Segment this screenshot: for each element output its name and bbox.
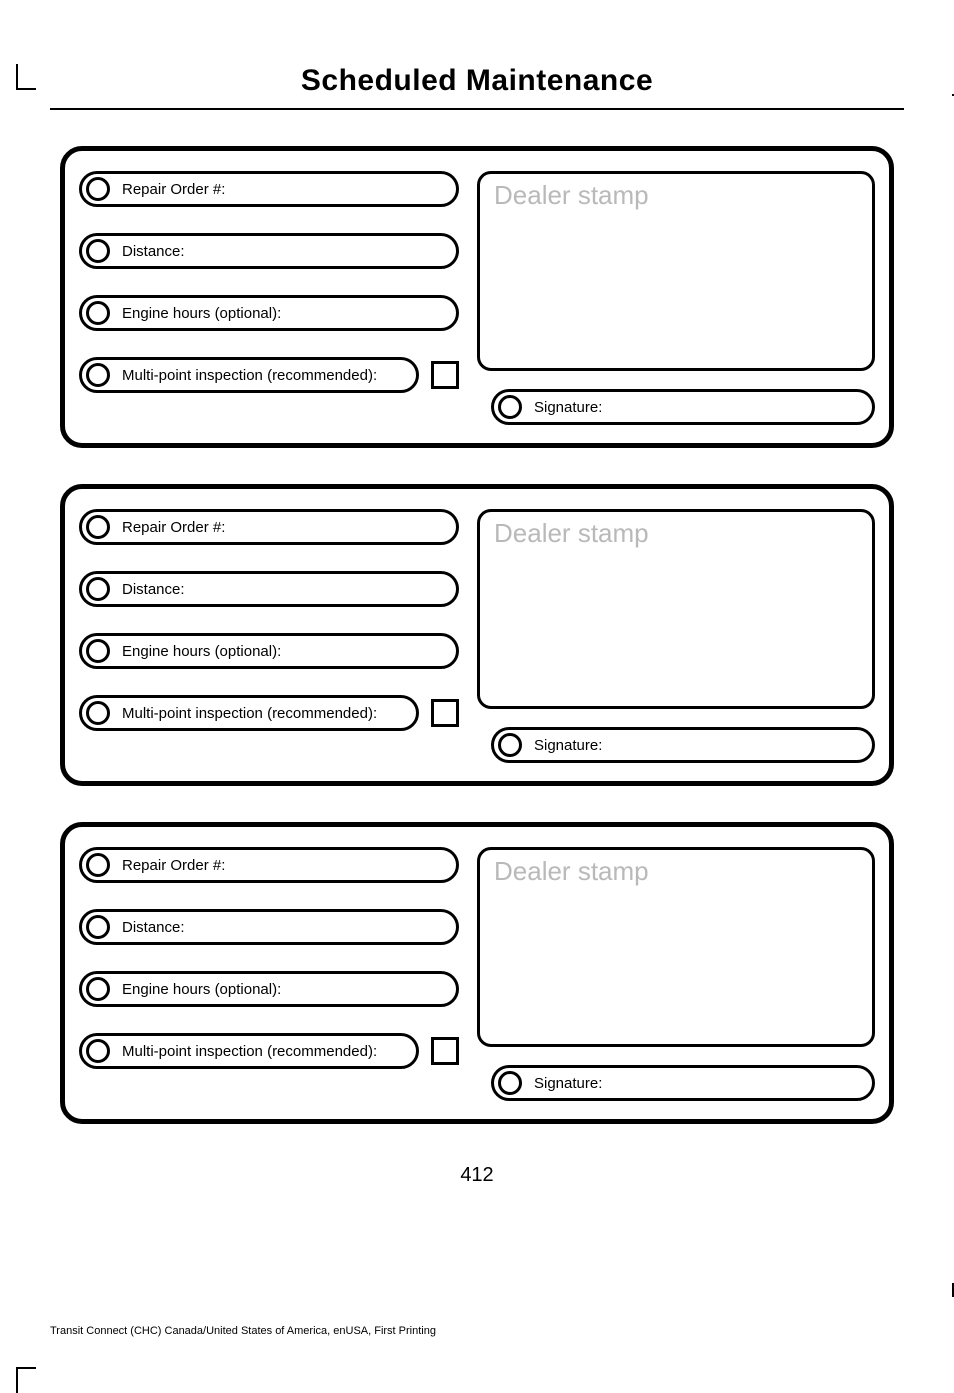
- bullet-icon: [86, 1039, 110, 1063]
- record-right-column: Dealer stamp Signature:: [477, 847, 875, 1101]
- multi-point-row: Multi-point inspection (recommended):: [79, 1033, 459, 1069]
- multi-point-label: Multi-point inspection (recommended):: [122, 367, 377, 384]
- record-left-column: Repair Order #: Distance: Engine hours (…: [79, 509, 459, 763]
- bullet-icon: [86, 977, 110, 1001]
- page-number: 412: [0, 1164, 954, 1187]
- bullet-icon: [86, 577, 110, 601]
- bullet-icon: [498, 733, 522, 757]
- multi-point-field: Multi-point inspection (recommended):: [79, 695, 419, 731]
- engine-hours-field[interactable]: Engine hours (optional):: [79, 295, 459, 331]
- maintenance-record-card: Repair Order #: Distance: Engine hours (…: [60, 146, 894, 448]
- crop-mark-top-left: [16, 64, 36, 90]
- signature-label: Signature:: [534, 737, 602, 754]
- bullet-icon: [86, 701, 110, 725]
- engine-hours-label: Engine hours (optional):: [122, 305, 281, 322]
- repair-order-label: Repair Order #:: [122, 857, 225, 874]
- signature-field[interactable]: Signature:: [491, 389, 875, 425]
- dealer-stamp-box[interactable]: Dealer stamp: [477, 509, 875, 709]
- signature-field[interactable]: Signature:: [491, 727, 875, 763]
- bullet-icon: [86, 915, 110, 939]
- bullet-icon: [498, 395, 522, 419]
- bullet-icon: [86, 301, 110, 325]
- multi-point-label: Multi-point inspection (recommended):: [122, 1043, 377, 1060]
- bullet-icon: [86, 853, 110, 877]
- engine-hours-label: Engine hours (optional):: [122, 981, 281, 998]
- signature-field[interactable]: Signature:: [491, 1065, 875, 1101]
- record-right-column: Dealer stamp Signature:: [477, 509, 875, 763]
- distance-label: Distance:: [122, 919, 185, 936]
- repair-order-label: Repair Order #:: [122, 181, 225, 198]
- multi-point-checkbox[interactable]: [431, 699, 459, 727]
- records-container: Repair Order #: Distance: Engine hours (…: [0, 146, 954, 1124]
- repair-order-field[interactable]: Repair Order #:: [79, 847, 459, 883]
- footer-text: Transit Connect (CHC) Canada/United Stat…: [50, 1325, 436, 1337]
- signature-label: Signature:: [534, 1075, 602, 1092]
- multi-point-field: Multi-point inspection (recommended):: [79, 357, 419, 393]
- maintenance-record-card: Repair Order #: Distance: Engine hours (…: [60, 822, 894, 1124]
- multi-point-checkbox[interactable]: [431, 1037, 459, 1065]
- repair-order-field[interactable]: Repair Order #:: [79, 171, 459, 207]
- bullet-icon: [86, 363, 110, 387]
- multi-point-label: Multi-point inspection (recommended):: [122, 705, 377, 722]
- crop-mark-bottom-left: [16, 1367, 36, 1393]
- multi-point-checkbox[interactable]: [431, 361, 459, 389]
- multi-point-row: Multi-point inspection (recommended):: [79, 357, 459, 393]
- record-right-column: Dealer stamp Signature:: [477, 171, 875, 425]
- dealer-stamp-box[interactable]: Dealer stamp: [477, 847, 875, 1047]
- dealer-stamp-box[interactable]: Dealer stamp: [477, 171, 875, 371]
- multi-point-field: Multi-point inspection (recommended):: [79, 1033, 419, 1069]
- bullet-icon: [86, 639, 110, 663]
- distance-field[interactable]: Distance:: [79, 571, 459, 607]
- distance-label: Distance:: [122, 243, 185, 260]
- signature-label: Signature:: [534, 399, 602, 416]
- title-rule: [50, 108, 904, 110]
- maintenance-record-card: Repair Order #: Distance: Engine hours (…: [60, 484, 894, 786]
- engine-hours-label: Engine hours (optional):: [122, 643, 281, 660]
- repair-order-label: Repair Order #:: [122, 519, 225, 536]
- distance-label: Distance:: [122, 581, 185, 598]
- bullet-icon: [86, 515, 110, 539]
- bullet-icon: [498, 1071, 522, 1095]
- engine-hours-field[interactable]: Engine hours (optional):: [79, 633, 459, 669]
- record-left-column: Repair Order #: Distance: Engine hours (…: [79, 847, 459, 1101]
- distance-field[interactable]: Distance:: [79, 909, 459, 945]
- bullet-icon: [86, 177, 110, 201]
- distance-field[interactable]: Distance:: [79, 233, 459, 269]
- record-left-column: Repair Order #: Distance: Engine hours (…: [79, 171, 459, 425]
- engine-hours-field[interactable]: Engine hours (optional):: [79, 971, 459, 1007]
- multi-point-row: Multi-point inspection (recommended):: [79, 695, 459, 731]
- bullet-icon: [86, 239, 110, 263]
- page-title: Scheduled Maintenance: [0, 64, 954, 108]
- repair-order-field[interactable]: Repair Order #:: [79, 509, 459, 545]
